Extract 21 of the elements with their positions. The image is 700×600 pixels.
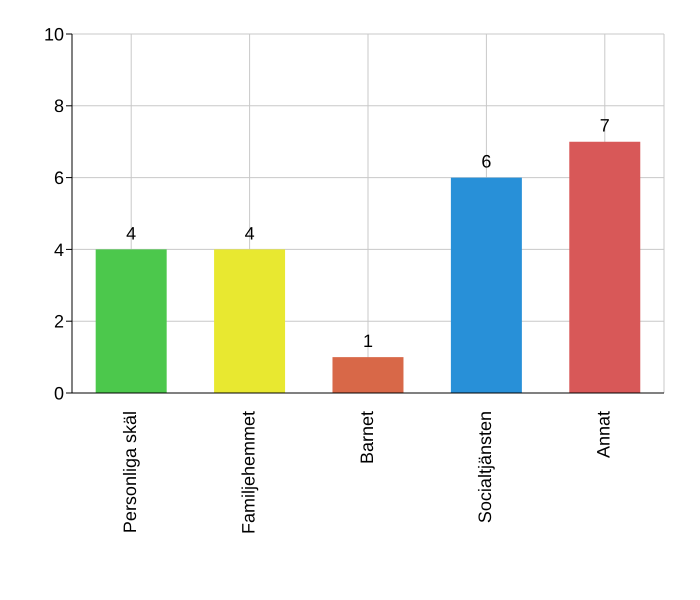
x-tick-label: Personliga skäl [120,411,140,534]
x-tick-label: Barnet [356,411,377,464]
bar [96,249,167,393]
x-tick-label: Familjehemmet [238,411,258,534]
data-label: 1 [362,331,373,352]
x-tick-label: Annat [594,411,614,458]
y-tick-label: 0 [54,383,64,404]
data-label: 6 [481,152,492,172]
bar [450,178,522,393]
y-tick-label: 10 [44,24,64,44]
y-tick-label: 8 [54,96,64,116]
bar [214,249,286,393]
y-tick-label: 6 [54,168,64,188]
data-label: 4 [244,223,255,244]
y-tick-label: 2 [54,312,64,332]
x-tick-label: Socialtjänsten [475,411,496,524]
bar [332,357,404,393]
y-tick-label: 4 [54,240,64,260]
bar [569,142,640,393]
data-label: 4 [126,223,136,244]
data-label: 7 [600,116,610,136]
